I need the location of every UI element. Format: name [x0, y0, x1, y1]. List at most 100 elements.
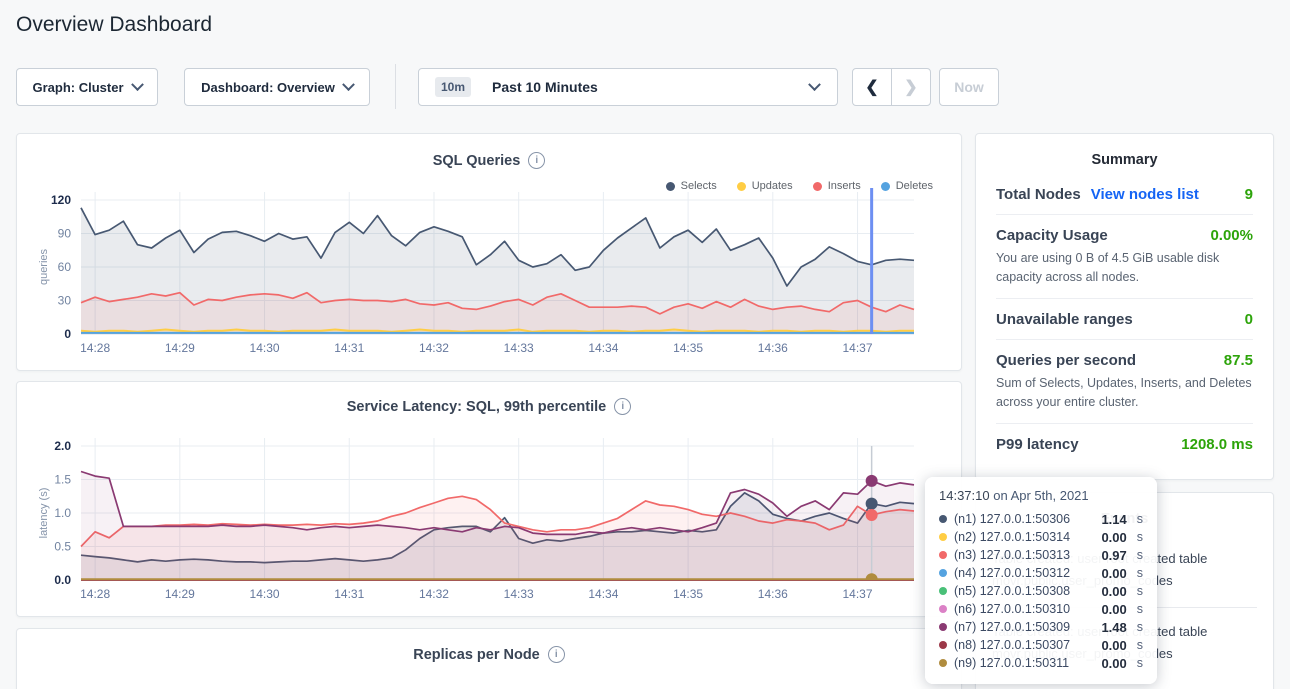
time-now-button[interactable]: Now: [939, 68, 999, 106]
time-next-button[interactable]: ❯: [891, 68, 931, 106]
dashboard-dropdown-label: Dashboard: Overview: [201, 79, 335, 95]
svg-text:14:37: 14:37: [843, 341, 873, 355]
svg-text:1.5: 1.5: [54, 473, 71, 487]
svg-text:120: 120: [51, 193, 71, 207]
summary-row-queries-per-second: Queries per second 87.5 Sum of Selects, …: [996, 340, 1253, 424]
view-nodes-list-link[interactable]: View nodes list: [1090, 186, 1199, 203]
chart-hover-tooltip: 14:37:10 on Apr 5th, 2021 (n1) 127.0.0.1…: [925, 477, 1157, 684]
capacity-usage-value: 0.00%: [1210, 227, 1253, 244]
sql-queries-chart-card: SQL Queries i Selects Updates Inserts De…: [16, 133, 962, 371]
capacity-usage-desc: You are using 0 B of 4.5 GiB usable disk…: [996, 251, 1220, 284]
svg-text:1.0: 1.0: [54, 506, 71, 520]
node-latency-value: 0.00: [1101, 655, 1127, 671]
node-latency-value: 0.00: [1101, 601, 1127, 617]
queries-per-second-value: 87.5: [1223, 352, 1253, 369]
svg-text:14:32: 14:32: [419, 341, 449, 355]
node-latency-unit: s: [1136, 548, 1143, 562]
legend-item-updates[interactable]: Updates: [736, 180, 793, 192]
legend-dot-deletes: [880, 181, 890, 191]
svg-text:60: 60: [58, 260, 72, 274]
graph-dropdown[interactable]: Graph: Cluster: [16, 68, 158, 106]
legend-dot-updates: [736, 181, 746, 191]
node-address: (n6) 127.0.0.1:50310: [954, 602, 1071, 616]
node-address: (n9) 127.0.0.1:50311: [954, 656, 1070, 670]
svg-text:14:31: 14:31: [334, 587, 364, 601]
node-latency-value: 1.14: [1101, 511, 1127, 527]
svg-text:14:33: 14:33: [504, 587, 534, 601]
svg-text:queries: queries: [38, 248, 50, 285]
service-latency-plot[interactable]: 0.0 0.5 1.0 1.5 2.0 14:28 14:29 14:30 14:31 14:32…: [17, 382, 961, 616]
svg-text:90: 90: [58, 227, 72, 241]
svg-text:0.5: 0.5: [54, 540, 71, 554]
svg-text:0.0: 0.0: [54, 573, 71, 587]
svg-text:2.0: 2.0: [54, 439, 71, 453]
svg-text:14:33: 14:33: [504, 341, 534, 355]
node-latency-unit: s: [1136, 512, 1143, 526]
tooltip-node-row: (n3) 127.0.0.1:50313 0.97 s: [939, 546, 1143, 564]
dashboard-dropdown[interactable]: Dashboard: Overview: [184, 68, 370, 106]
svg-text:14:29: 14:29: [165, 341, 195, 355]
tooltip-node-row: (n9) 127.0.0.1:50311 0.00 s: [939, 654, 1143, 672]
svg-text:14:28: 14:28: [80, 341, 110, 355]
toolbar-divider: [395, 64, 396, 109]
node-color-dot: [939, 605, 947, 613]
node-color-dot: [939, 515, 947, 523]
total-nodes-value: 9: [1244, 186, 1253, 203]
node-latency-unit: s: [1136, 638, 1143, 652]
svg-text:14:32: 14:32: [419, 587, 449, 601]
time-range-label: Past 10 Minutes: [492, 79, 598, 95]
sql-queries-chart-title: SQL Queries: [432, 152, 521, 169]
node-latency-unit: s: [1136, 566, 1143, 580]
svg-text:latency (s): latency (s): [38, 488, 50, 539]
node-latency-unit: s: [1136, 656, 1143, 670]
svg-text:14:30: 14:30: [250, 587, 280, 601]
tooltip-node-row: (n6) 127.0.0.1:50310 0.00 s: [939, 600, 1143, 618]
node-latency-unit: s: [1136, 620, 1143, 634]
time-range-badge: 10m: [435, 77, 472, 97]
svg-text:14:28: 14:28: [80, 587, 110, 601]
svg-text:14:31: 14:31: [334, 341, 364, 355]
graph-dropdown-label: Graph: Cluster: [32, 79, 124, 95]
legend-item-selects[interactable]: Selects: [665, 180, 717, 192]
svg-text:14:34: 14:34: [588, 587, 618, 601]
node-address: (n1) 127.0.0.1:50306: [954, 512, 1071, 526]
node-color-dot: [939, 659, 947, 667]
summary-panel: Summary Total Nodes View nodes list 9 Ca…: [975, 133, 1274, 480]
tooltip-node-row: (n5) 127.0.0.1:50308 0.00 s: [939, 582, 1143, 600]
sql-queries-legend: Selects Updates Inserts Deletes: [665, 180, 933, 192]
tooltip-node-row: (n1) 127.0.0.1:50306 1.14 s: [939, 510, 1143, 528]
node-address: (n7) 127.0.0.1:50309: [954, 620, 1071, 634]
svg-text:14:37: 14:37: [843, 587, 873, 601]
svg-text:0: 0: [64, 327, 71, 341]
node-address: (n5) 127.0.0.1:50308: [954, 584, 1071, 598]
node-address: (n3) 127.0.0.1:50313: [954, 548, 1071, 562]
legend-item-inserts[interactable]: Inserts: [812, 180, 861, 192]
node-color-dot: [939, 569, 947, 577]
node-color-dot: [939, 623, 947, 631]
info-icon[interactable]: i: [528, 152, 546, 169]
page-title: Overview Dashboard: [16, 13, 213, 36]
node-latency-unit: s: [1136, 584, 1143, 598]
summary-row-p99-latency: P99 latency 1208.0 ms: [996, 436, 1253, 453]
summary-row-unavailable-ranges: Unavailable ranges 0: [996, 299, 1253, 340]
node-color-dot: [939, 533, 947, 541]
replicas-per-node-chart-title: Replicas per Node: [413, 646, 540, 663]
info-icon[interactable]: i: [547, 646, 565, 663]
node-latency-unit: s: [1136, 602, 1143, 616]
node-latency-value: 1.48: [1101, 619, 1127, 635]
chevron-down-icon: [808, 77, 821, 91]
info-icon[interactable]: i: [614, 398, 632, 415]
node-color-dot: [939, 641, 947, 649]
node-latency-value: 0.00: [1101, 583, 1127, 599]
sql-queries-plot[interactable]: 0 30 60 90 120 14:28 14:29 14:30 14:31 14:32 14:33…: [17, 134, 961, 370]
svg-text:30: 30: [58, 294, 72, 308]
node-color-dot: [939, 551, 947, 559]
tooltip-node-row: (n8) 127.0.0.1:50307 0.00 s: [939, 636, 1143, 654]
node-latency-value: 0.00: [1101, 529, 1127, 545]
svg-text:14:34: 14:34: [588, 341, 618, 355]
summary-title: Summary: [1091, 152, 1158, 168]
svg-text:14:30: 14:30: [250, 341, 280, 355]
time-prev-button[interactable]: ❮: [852, 68, 892, 106]
legend-item-deletes[interactable]: Deletes: [880, 180, 933, 192]
time-range-dropdown[interactable]: 10m Past 10 Minutes: [418, 68, 838, 106]
